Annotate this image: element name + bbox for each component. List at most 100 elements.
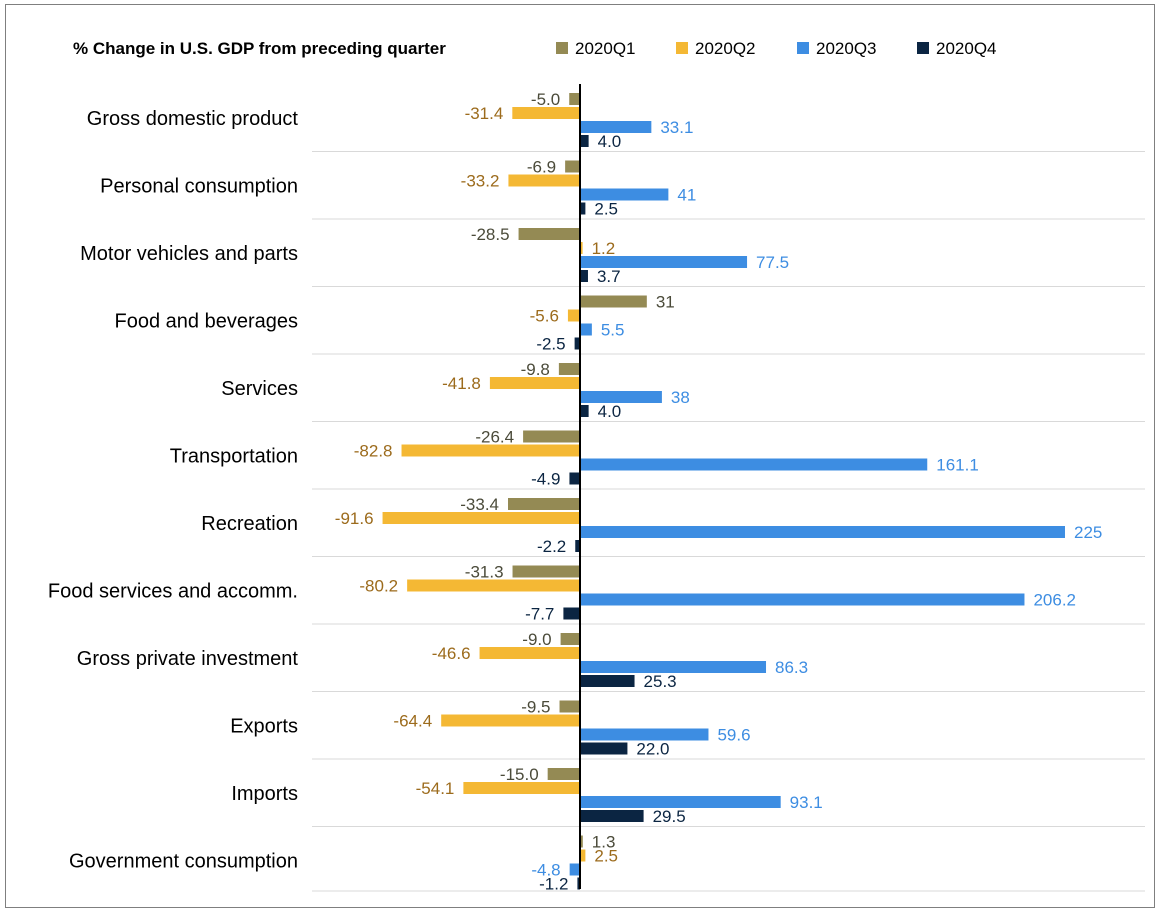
data-label: 33.1: [660, 118, 693, 137]
data-label: 22.0: [636, 740, 669, 759]
data-label: 38: [671, 388, 690, 407]
bar-2020q2: [512, 107, 580, 119]
bars: [382, 93, 1065, 890]
value-labels: -5.0 -6.9 -28.5 31 -9.8 -26.4 -33.4 -31.3 -9.0 -9…: [335, 90, 1103, 894]
bar-2020q3: [580, 188, 669, 201]
bar-2020q2: [382, 512, 580, 524]
bar-2020q1: [569, 93, 580, 105]
bar-2020q1: [547, 768, 580, 780]
bar-2020q2: [567, 309, 580, 322]
bar-2020q4: [580, 405, 589, 417]
data-label: 5.5: [601, 321, 625, 340]
data-label: 59.6: [717, 726, 750, 745]
bar-2020q1: [580, 295, 647, 308]
category-label: Personal consumption: [100, 175, 298, 197]
data-label: -26.4: [475, 428, 514, 447]
legend-label: 2020Q3: [816, 39, 877, 58]
bar-2020q2: [580, 242, 583, 254]
data-label: -4.8: [531, 861, 560, 880]
bar-2020q3: [580, 728, 709, 741]
bar-2020q4: [574, 337, 580, 350]
bar-2020q4: [577, 877, 580, 890]
category-label: Exports: [230, 715, 298, 737]
data-label: 225: [1074, 523, 1102, 542]
legend-label: 2020Q1: [575, 39, 636, 58]
data-label: 206.2: [1033, 591, 1076, 610]
bar-2020q3: [580, 661, 767, 673]
category-label: Services: [221, 378, 298, 400]
data-label: 4.0: [598, 402, 622, 421]
data-label: -64.4: [393, 712, 432, 731]
bar-2020q1: [523, 430, 580, 443]
category-labels: Gross domestic product Personal consumpti…: [48, 108, 299, 873]
bar-2020q1: [518, 228, 580, 240]
bar-2020q4: [580, 135, 589, 147]
data-label: -91.6: [335, 509, 374, 528]
data-label: -15.0: [500, 765, 539, 784]
category-label: Imports: [231, 783, 298, 805]
bar-2020q3: [580, 458, 928, 471]
category-label: Food services and accomm.: [48, 580, 298, 602]
data-label: 41: [677, 186, 696, 205]
bar-2020q3: [580, 526, 1065, 538]
data-label: -4.9: [531, 470, 560, 489]
bar-2020q3: [580, 323, 592, 336]
bar-2020q3: [580, 121, 652, 133]
data-label: 31: [656, 293, 675, 312]
bar-2020q4: [569, 472, 580, 485]
data-label: -33.4: [460, 495, 499, 514]
data-label: 93.1: [790, 793, 823, 812]
data-label: -1.2: [539, 875, 568, 894]
data-label: -9.0: [522, 630, 551, 649]
bar-2020q4: [563, 607, 580, 620]
legend-swatch-2020q1: [556, 42, 568, 54]
data-label: 2.5: [594, 847, 618, 866]
bar-2020q3: [569, 863, 580, 876]
category-label: Transportation: [170, 445, 298, 467]
data-label: 2.5: [594, 200, 618, 219]
bar-2020q4: [580, 270, 588, 282]
bar-2020q1: [558, 363, 580, 375]
bar-2020q4: [580, 810, 644, 822]
category-label: Recreation: [201, 513, 298, 535]
data-label: -9.5: [521, 698, 550, 717]
data-label: 29.5: [653, 807, 686, 826]
bar-2020q2: [401, 444, 580, 457]
bar-2020q4: [580, 742, 628, 755]
bar-2020q2: [463, 782, 580, 794]
data-label: -2.2: [537, 537, 566, 556]
category-label: Gross private investment: [77, 648, 299, 670]
data-label: -41.8: [442, 374, 481, 393]
data-label: -6.9: [527, 158, 556, 177]
category-label: Gross domestic product: [87, 108, 299, 130]
bar-2020q2: [508, 174, 580, 187]
bar-2020q1: [512, 565, 580, 578]
data-label: 1.2: [592, 239, 616, 258]
data-label: -28.5: [471, 225, 510, 244]
bar-2020q3: [580, 391, 662, 403]
legend: 2020Q1 2020Q2 2020Q3 2020Q4: [556, 39, 997, 58]
bar-2020q4: [580, 202, 586, 215]
chart-title: % Change in U.S. GDP from preceding quar…: [73, 39, 446, 58]
bar-2020q4: [580, 675, 635, 687]
data-label: -31.4: [465, 104, 504, 123]
bar-2020q2: [479, 647, 580, 659]
legend-swatch-2020q4: [917, 42, 929, 54]
data-label: -33.2: [461, 172, 500, 191]
bar-2020q3: [580, 256, 748, 268]
data-label: -5.6: [530, 307, 559, 326]
data-label: -2.5: [536, 335, 565, 354]
data-label: -31.3: [465, 563, 504, 582]
bar-2020q3: [580, 796, 781, 808]
category-label: Motor vehicles and parts: [80, 243, 298, 265]
bar-2020q2: [489, 377, 580, 389]
data-label: 161.1: [936, 456, 979, 475]
bar-2020q2: [441, 714, 580, 727]
legend-swatch-2020q3: [797, 42, 809, 54]
data-label: -82.8: [354, 442, 393, 461]
bar-2020q1: [565, 160, 580, 173]
bar-2020q4: [575, 540, 580, 552]
legend-label: 2020Q4: [936, 39, 997, 58]
data-label: -7.7: [525, 605, 554, 624]
